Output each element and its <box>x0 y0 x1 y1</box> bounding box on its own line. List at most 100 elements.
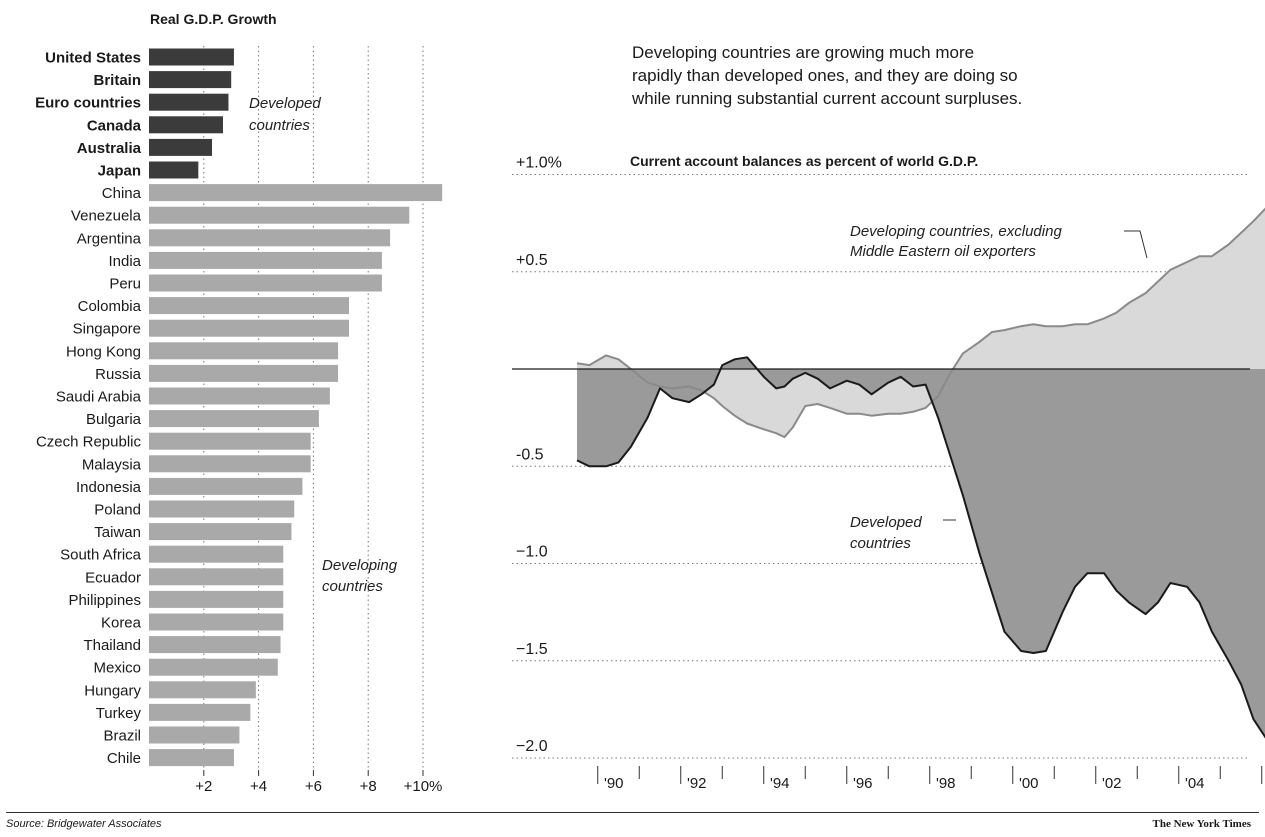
bar-britain <box>149 71 232 89</box>
bar-hong-kong <box>149 342 339 360</box>
line-chart-x-axis: '90'92'94'96'98'00'02'04'06 <box>597 766 1263 792</box>
line-x-tick-label: '04 <box>1185 775 1205 792</box>
bar-label-singapore: Singapore <box>73 321 141 338</box>
bar-chart-x-axis: +2 +4 +6 +8 +10% <box>195 770 442 795</box>
bar-label-ecuador: Ecuador <box>85 569 141 586</box>
area-developed-countries <box>577 357 1265 737</box>
line-x-tick-label: '98 <box>936 775 956 792</box>
line-x-tick-label: '00 <box>1019 775 1039 792</box>
bar-argentina <box>149 229 391 247</box>
bar-label-india: India <box>108 253 141 270</box>
line-y-tick-label: -0.5 <box>516 446 544 463</box>
developing-series-label-line1: Developing countries, excluding <box>850 223 1062 240</box>
bar-x-tick-label: +2 <box>195 778 212 795</box>
bar-label-czech-republic: Czech Republic <box>36 434 142 451</box>
area-developing-countries-excluding-middle-eastern-oil-exporters <box>577 209 1265 438</box>
bar-label-bulgaria: Bulgaria <box>86 411 142 428</box>
intro-text-line2: rapidly than developed ones, and they ar… <box>632 66 1018 85</box>
bar-russia <box>149 364 339 382</box>
line-y-tick-label: −1.0 <box>516 544 548 561</box>
bar-label-argentina: Argentina <box>77 230 142 247</box>
bar-x-tick-label: +4 <box>250 778 267 795</box>
bar-australia <box>149 138 213 156</box>
line-y-tick-label: −1.5 <box>516 641 548 658</box>
bar-korea <box>149 613 284 631</box>
bar-mexico <box>149 658 278 676</box>
intro-text-line1: Developing countries are growing much mo… <box>632 43 974 62</box>
bar-canada <box>149 116 223 134</box>
bar-label-poland: Poland <box>94 502 141 519</box>
line-chart-title: Current account balances as percent of w… <box>630 153 978 169</box>
footer-rule <box>6 812 1259 813</box>
line-x-tick-label: '02 <box>1102 775 1122 792</box>
bar-label-brazil: Brazil <box>103 728 141 745</box>
line-y-tick-label: +0.5 <box>516 252 548 269</box>
line-x-tick-label: '90 <box>604 775 624 792</box>
bar-chart-title: Real G.D.P. Growth <box>150 11 277 27</box>
current-account-area-chart: Developing countries are growing much mo… <box>512 43 1265 792</box>
bar-chart-gridlines <box>203 46 424 768</box>
bar-south-africa <box>149 545 284 563</box>
line-chart-gridlines <box>512 174 1250 759</box>
bar-label-south-africa: South Africa <box>60 547 142 564</box>
bar-india <box>149 251 382 269</box>
line-y-tick-label: −2.0 <box>516 738 548 755</box>
bar-label-thailand: Thailand <box>83 637 141 654</box>
bar-peru <box>149 274 382 292</box>
bar-label-peru: Peru <box>109 276 141 293</box>
line-y-tick-label: +1.0% <box>516 155 562 172</box>
bar-x-tick-label: +10% <box>404 778 443 795</box>
developed-series-label-line1: Developed <box>850 514 922 531</box>
bar-turkey <box>149 703 251 721</box>
bar-taiwan <box>149 523 292 541</box>
gdp-growth-bar-chart: Real G.D.P. Growth United States Britain E… <box>35 11 443 795</box>
bar-euro-countries <box>149 93 229 111</box>
developing-group-label-line2: countries <box>322 578 383 595</box>
bar-label-indonesia: Indonesia <box>76 479 142 496</box>
bar-indonesia <box>149 477 303 495</box>
bar-saudi-arabia <box>149 387 330 405</box>
bar-label-russia: Russia <box>95 366 142 383</box>
bar-label-canada: Canada <box>87 117 142 134</box>
developing-group-label-line1: Developing <box>322 557 398 574</box>
bar-label-euro-countries: Euro countries <box>35 95 141 112</box>
bar-label-hong-kong: Hong Kong <box>66 343 141 360</box>
bar-thailand <box>149 636 281 654</box>
bar-label-japan: Japan <box>98 163 141 180</box>
bar-label-korea: Korea <box>101 615 142 632</box>
line-chart-areas <box>512 207 1265 739</box>
bar-label-turkey: Turkey <box>96 705 142 722</box>
bar-chile <box>149 749 234 767</box>
developed-series-label-line2: countries <box>850 535 911 552</box>
bar-x-tick-label: +6 <box>305 778 322 795</box>
bar-hungary <box>149 681 256 699</box>
source-note: Source: Bridgewater Associates <box>6 818 162 830</box>
bar-czech-republic <box>149 432 311 450</box>
developing-series-label-line2: Middle Eastern oil exporters <box>850 243 1036 260</box>
bar-philippines <box>149 590 284 608</box>
bar-china <box>149 184 443 202</box>
intro-text-line3: while running substantial current accoun… <box>631 89 1022 108</box>
bar-label-chile: Chile <box>107 750 141 767</box>
bar-brazil <box>149 726 240 744</box>
bar-colombia <box>149 297 350 315</box>
bar-label-britain: Britain <box>93 72 141 89</box>
bar-label-australia: Australia <box>77 140 142 157</box>
bar-united-states <box>149 48 234 66</box>
bar-singapore <box>149 319 350 337</box>
bar-label-colombia: Colombia <box>78 298 142 315</box>
line-chart-y-axis: +1.0% +0.5 -0.5 −1.0 −1.5 −2.0 <box>516 155 562 756</box>
bar-label-philippines: Philippines <box>68 592 141 609</box>
publisher-credit: The New York Times <box>1152 818 1252 830</box>
bar-label-china: China <box>102 185 142 202</box>
bar-venezuela <box>149 206 410 224</box>
line-developing-countries-excluding-middle-eastern-oil-exporters <box>576 207 1265 439</box>
line-developed-countries <box>576 356 1265 739</box>
line-x-tick-label: '92 <box>687 775 707 792</box>
line-x-tick-label: '96 <box>853 775 873 792</box>
developing-series-leader-line <box>1124 230 1148 259</box>
bar-label-hungary: Hungary <box>84 682 141 699</box>
bar-label-taiwan: Taiwan <box>94 524 141 541</box>
bar-x-tick-label: +8 <box>360 778 377 795</box>
bar-malaysia <box>149 455 311 473</box>
